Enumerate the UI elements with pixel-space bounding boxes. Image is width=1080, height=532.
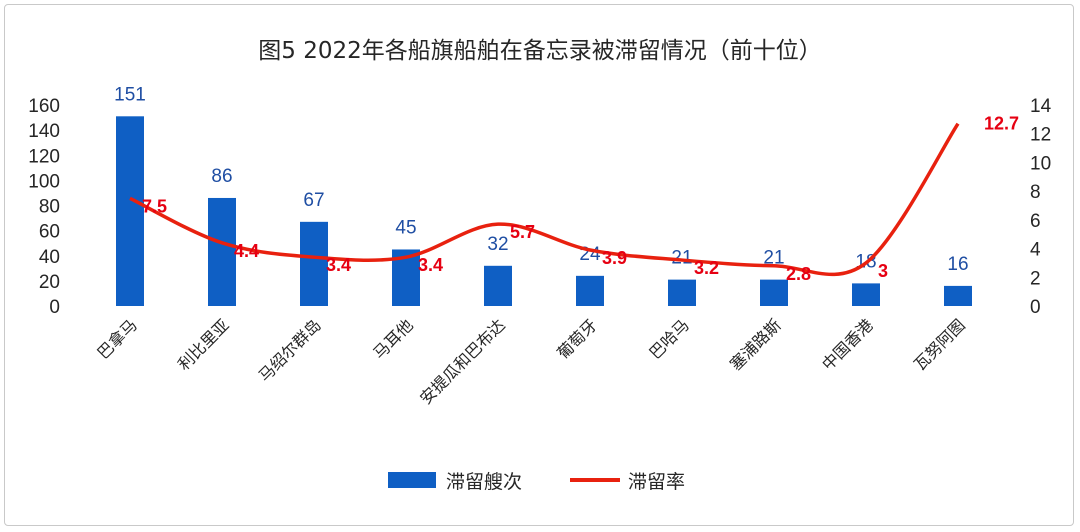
category-axis: 巴拿马 利比里亚 马绍尔群岛 马耳他 安提瓜和巴布达 葡萄牙 巴哈马 塞浦路斯 中国香港 瓦努阿图 xyxy=(93,315,968,408)
category-label: 安提瓜和巴布达 xyxy=(416,315,509,408)
right-tick-label: 2 xyxy=(1030,268,1041,289)
left-tick-label: 140 xyxy=(28,121,60,142)
rate-line-path xyxy=(129,122,960,277)
rate-value-label: 12.7 xyxy=(984,114,1019,134)
rate-value-label: 5.7 xyxy=(510,222,535,242)
bar-series xyxy=(116,116,972,307)
rate-value-label: 3.9 xyxy=(602,248,627,268)
rate-data-labels: 7.5 4.4 3.4 3.4 5.7 3.9 3.2 2.8 3 12.7 xyxy=(142,114,1019,284)
bar xyxy=(668,279,696,306)
left-tick-label: 0 xyxy=(49,297,60,318)
rate-value-label: 3 xyxy=(878,261,888,281)
category-label: 葡萄牙 xyxy=(553,315,600,362)
left-tick-label: 120 xyxy=(28,146,60,167)
category-label: 马耳他 xyxy=(369,315,416,362)
left-tick-label: 160 xyxy=(28,96,60,117)
right-tick-label: 4 xyxy=(1030,240,1041,261)
bar-value-label: 151 xyxy=(114,84,146,105)
category-label: 巴哈马 xyxy=(645,315,692,362)
left-tick-label: 60 xyxy=(39,222,60,243)
bar xyxy=(852,283,880,306)
bar-value-label: 45 xyxy=(395,217,416,238)
bar xyxy=(760,279,788,306)
left-axis: 0 20 40 60 80 100 120 140 160 xyxy=(28,96,60,318)
rate-value-label: 3.4 xyxy=(418,255,443,275)
category-label: 瓦努阿图 xyxy=(910,315,969,374)
left-tick-label: 100 xyxy=(28,171,60,192)
chart-title: 图5 2022年各船旗船舶在备忘录被滞留情况（前十位） xyxy=(258,38,821,64)
left-tick-label: 80 xyxy=(39,197,60,218)
category-label: 利比里亚 xyxy=(174,315,233,374)
category-label: 巴拿马 xyxy=(93,315,140,362)
right-axis: 0 2 4 6 8 10 12 14 xyxy=(1030,96,1052,318)
legend-label-bar: 滞留艘次 xyxy=(446,471,522,493)
right-tick-label: 10 xyxy=(1030,153,1051,174)
bar-value-label: 86 xyxy=(211,166,232,187)
bar-value-label: 32 xyxy=(487,234,508,255)
right-tick-label: 0 xyxy=(1030,297,1041,318)
chart-frame xyxy=(4,4,1074,526)
bar xyxy=(208,197,236,306)
legend: 滞留艘次 滞留率 xyxy=(388,471,685,493)
right-tick-label: 6 xyxy=(1030,211,1041,232)
rate-value-label: 2.8 xyxy=(786,264,811,284)
rate-value-label: 3.4 xyxy=(326,255,351,275)
category-label: 塞浦路斯 xyxy=(726,315,785,374)
left-tick-label: 20 xyxy=(39,272,60,293)
category-label: 马绍尔群岛 xyxy=(255,315,325,385)
bar xyxy=(576,275,604,306)
legend-label-line: 滞留率 xyxy=(628,471,685,493)
rate-value-label: 3.2 xyxy=(694,258,719,278)
bar xyxy=(484,265,512,306)
right-tick-label: 12 xyxy=(1030,125,1051,146)
legend-swatch-bar xyxy=(388,472,436,488)
bar xyxy=(116,116,144,307)
bar xyxy=(300,221,328,306)
left-tick-label: 40 xyxy=(39,247,60,268)
category-label: 中国香港 xyxy=(818,315,877,374)
bar xyxy=(944,285,972,306)
rate-series xyxy=(129,122,960,277)
bar-value-label: 21 xyxy=(671,248,692,269)
rate-value-label: 4.4 xyxy=(234,241,259,261)
right-tick-label: 8 xyxy=(1030,182,1041,203)
rate-value-label: 7.5 xyxy=(142,196,167,216)
bar-value-label: 16 xyxy=(947,254,968,275)
bar-value-label: 21 xyxy=(763,248,784,269)
right-tick-label: 14 xyxy=(1030,96,1052,117)
bar-value-label: 67 xyxy=(303,190,324,211)
